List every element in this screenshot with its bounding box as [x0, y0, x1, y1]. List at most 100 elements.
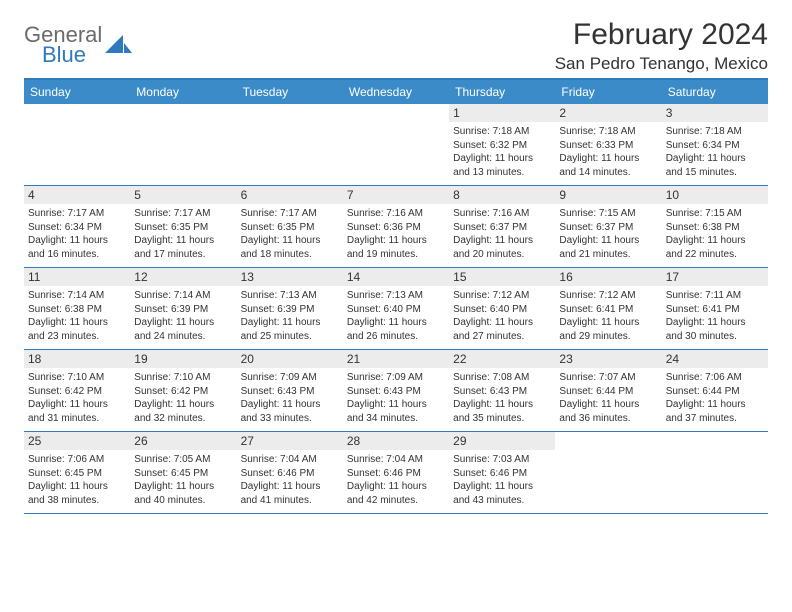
daylight-line: Daylight: 11 hours and 43 minutes. [453, 480, 551, 507]
sunset-line: Sunset: 6:44 PM [559, 385, 657, 399]
sunset-line: Sunset: 6:46 PM [241, 467, 339, 481]
sunrise-line: Sunrise: 7:14 AM [28, 289, 126, 303]
day-number: 13 [237, 268, 343, 286]
days-of-week-row: Sunday Monday Tuesday Wednesday Thursday… [24, 80, 768, 104]
daylight-line: Daylight: 11 hours and 24 minutes. [134, 316, 232, 343]
sunset-line: Sunset: 6:39 PM [134, 303, 232, 317]
day-number: 28 [343, 432, 449, 450]
sunset-line: Sunset: 6:32 PM [453, 139, 551, 153]
daylight-line: Daylight: 11 hours and 18 minutes. [241, 234, 339, 261]
location-subtitle: San Pedro Tenango, Mexico [555, 54, 768, 74]
daylight-line: Daylight: 11 hours and 26 minutes. [347, 316, 445, 343]
day-number: 8 [449, 186, 555, 204]
daylight-line: Daylight: 11 hours and 31 minutes. [28, 398, 126, 425]
sunset-line: Sunset: 6:38 PM [28, 303, 126, 317]
day-info: Sunrise: 7:04 AMSunset: 6:46 PMDaylight:… [347, 453, 445, 507]
sunrise-line: Sunrise: 7:13 AM [347, 289, 445, 303]
sunset-line: Sunset: 6:37 PM [559, 221, 657, 235]
sunset-line: Sunset: 6:35 PM [241, 221, 339, 235]
sunrise-line: Sunrise: 7:05 AM [134, 453, 232, 467]
day-cell: 11 Sunrise: 7:14 AMSunset: 6:38 PMDayligh… [24, 268, 130, 349]
day-info: Sunrise: 7:09 AMSunset: 6:43 PMDaylight:… [241, 371, 339, 425]
day-cell: 5Sunrise: 7:17 AMSunset: 6:35 PMDaylight… [130, 186, 236, 267]
day-cell: 14 Sunrise: 7:13 AMSunset: 6:40 PMDayligh… [343, 268, 449, 349]
sunrise-line: Sunrise: 7:06 AM [28, 453, 126, 467]
day-cell: 16Sunrise: 7:12 AMSunset: 6:41 PMDayligh… [555, 268, 661, 349]
day-info: Sunrise: 7:15 AMSunset: 6:38 PMDaylight:… [666, 207, 764, 261]
brand-logo: General Blue [24, 24, 133, 66]
dow-thursday: Thursday [449, 80, 555, 104]
sunset-line: Sunset: 6:42 PM [134, 385, 232, 399]
day-number: 23 [555, 350, 661, 368]
day-number: 27 [237, 432, 343, 450]
sunrise-line: Sunrise: 7:12 AM [453, 289, 551, 303]
day-info: Sunrise: 7:13 AMSunset: 6:39 PMDaylight:… [241, 289, 339, 343]
sunrise-line: Sunrise: 7:17 AM [28, 207, 126, 221]
day-info: Sunrise: 7:16 AMSunset: 6:37 PMDaylight:… [453, 207, 551, 261]
day-number: 11 [24, 268, 130, 286]
sunrise-line: Sunrise: 7:10 AM [134, 371, 232, 385]
sunrise-line: Sunrise: 7:09 AM [347, 371, 445, 385]
day-info: Sunrise: 7:14 AMSunset: 6:38 PMDaylight:… [28, 289, 126, 343]
day-info: Sunrise: 7:17 AMSunset: 6:34 PMDaylight:… [28, 207, 126, 261]
calendar-grid: Sunday Monday Tuesday Wednesday Thursday… [24, 78, 768, 514]
day-cell: 12Sunrise: 7:14 AMSunset: 6:39 PMDayligh… [130, 268, 236, 349]
daylight-line: Daylight: 11 hours and 13 minutes. [453, 152, 551, 179]
sunrise-line: Sunrise: 7:09 AM [241, 371, 339, 385]
day-cell: 8 Sunrise: 7:16 AMSunset: 6:37 PMDaylight… [449, 186, 555, 267]
daylight-line: Daylight: 11 hours and 34 minutes. [347, 398, 445, 425]
day-cell [24, 104, 130, 185]
day-number: 16 [555, 268, 661, 286]
day-info: Sunrise: 7:03 AMSunset: 6:46 PMDaylight:… [453, 453, 551, 507]
day-number: 26 [130, 432, 236, 450]
day-cell: 27 Sunrise: 7:04 AMSunset: 6:46 PMDayligh… [237, 432, 343, 513]
sunrise-line: Sunrise: 7:17 AM [241, 207, 339, 221]
day-cell [343, 104, 449, 185]
day-cell [237, 104, 343, 185]
sunrise-line: Sunrise: 7:07 AM [559, 371, 657, 385]
daylight-line: Daylight: 11 hours and 22 minutes. [666, 234, 764, 261]
day-info: Sunrise: 7:06 AMSunset: 6:44 PMDaylight:… [666, 371, 764, 425]
sunrise-line: Sunrise: 7:13 AM [241, 289, 339, 303]
day-info: Sunrise: 7:18 AMSunset: 6:32 PMDaylight:… [453, 125, 551, 179]
day-cell: 4Sunrise: 7:17 AMSunset: 6:34 PMDaylight… [24, 186, 130, 267]
daylight-line: Daylight: 11 hours and 21 minutes. [559, 234, 657, 261]
day-cell: 19Sunrise: 7:10 AMSunset: 6:42 PMDayligh… [130, 350, 236, 431]
day-info: Sunrise: 7:06 AMSunset: 6:45 PMDaylight:… [28, 453, 126, 507]
sunrise-line: Sunrise: 7:18 AM [559, 125, 657, 139]
week-row: 18Sunrise: 7:10 AMSunset: 6:42 PMDayligh… [24, 350, 768, 432]
day-number: 14 [343, 268, 449, 286]
day-cell: 13 Sunrise: 7:13 AMSunset: 6:39 PMDayligh… [237, 268, 343, 349]
day-info: Sunrise: 7:07 AMSunset: 6:44 PMDaylight:… [559, 371, 657, 425]
dow-wednesday: Wednesday [343, 80, 449, 104]
sunrise-line: Sunrise: 7:03 AM [453, 453, 551, 467]
sunrise-line: Sunrise: 7:08 AM [453, 371, 551, 385]
sunrise-line: Sunrise: 7:11 AM [666, 289, 764, 303]
day-info: Sunrise: 7:09 AMSunset: 6:43 PMDaylight:… [347, 371, 445, 425]
calendar-page: General Blue February 2024 San Pedro Ten… [0, 0, 792, 514]
day-number: 9 [555, 186, 661, 204]
daylight-line: Daylight: 11 hours and 40 minutes. [134, 480, 232, 507]
sunrise-line: Sunrise: 7:04 AM [241, 453, 339, 467]
sunrise-line: Sunrise: 7:17 AM [134, 207, 232, 221]
daylight-line: Daylight: 11 hours and 17 minutes. [134, 234, 232, 261]
day-cell: 20Sunrise: 7:09 AMSunset: 6:43 PMDayligh… [237, 350, 343, 431]
day-info: Sunrise: 7:05 AMSunset: 6:45 PMDaylight:… [134, 453, 232, 507]
sunset-line: Sunset: 6:44 PM [666, 385, 764, 399]
day-number: 6 [237, 186, 343, 204]
sunrise-line: Sunrise: 7:18 AM [453, 125, 551, 139]
sunset-line: Sunset: 6:39 PM [241, 303, 339, 317]
day-info: Sunrise: 7:13 AMSunset: 6:40 PMDaylight:… [347, 289, 445, 343]
dow-sunday: Sunday [24, 80, 130, 104]
sunset-line: Sunset: 6:36 PM [347, 221, 445, 235]
day-cell [555, 432, 661, 513]
sunrise-line: Sunrise: 7:16 AM [347, 207, 445, 221]
day-cell: 29Sunrise: 7:03 AMSunset: 6:46 PMDayligh… [449, 432, 555, 513]
dow-friday: Friday [555, 80, 661, 104]
week-row: 4Sunrise: 7:17 AMSunset: 6:34 PMDaylight… [24, 186, 768, 268]
day-cell: 1Sunrise: 7:18 AMSunset: 6:32 PMDaylight… [449, 104, 555, 185]
week-row: 11Sunrise: 7:14 AMSunset: 6:38 PMDayligh… [24, 268, 768, 350]
day-cell: 10Sunrise: 7:15 AMSunset: 6:38 PMDayligh… [662, 186, 768, 267]
day-cell: 17Sunrise: 7:11 AMSunset: 6:41 PMDayligh… [662, 268, 768, 349]
day-info: Sunrise: 7:04 AMSunset: 6:46 PMDaylight:… [241, 453, 339, 507]
